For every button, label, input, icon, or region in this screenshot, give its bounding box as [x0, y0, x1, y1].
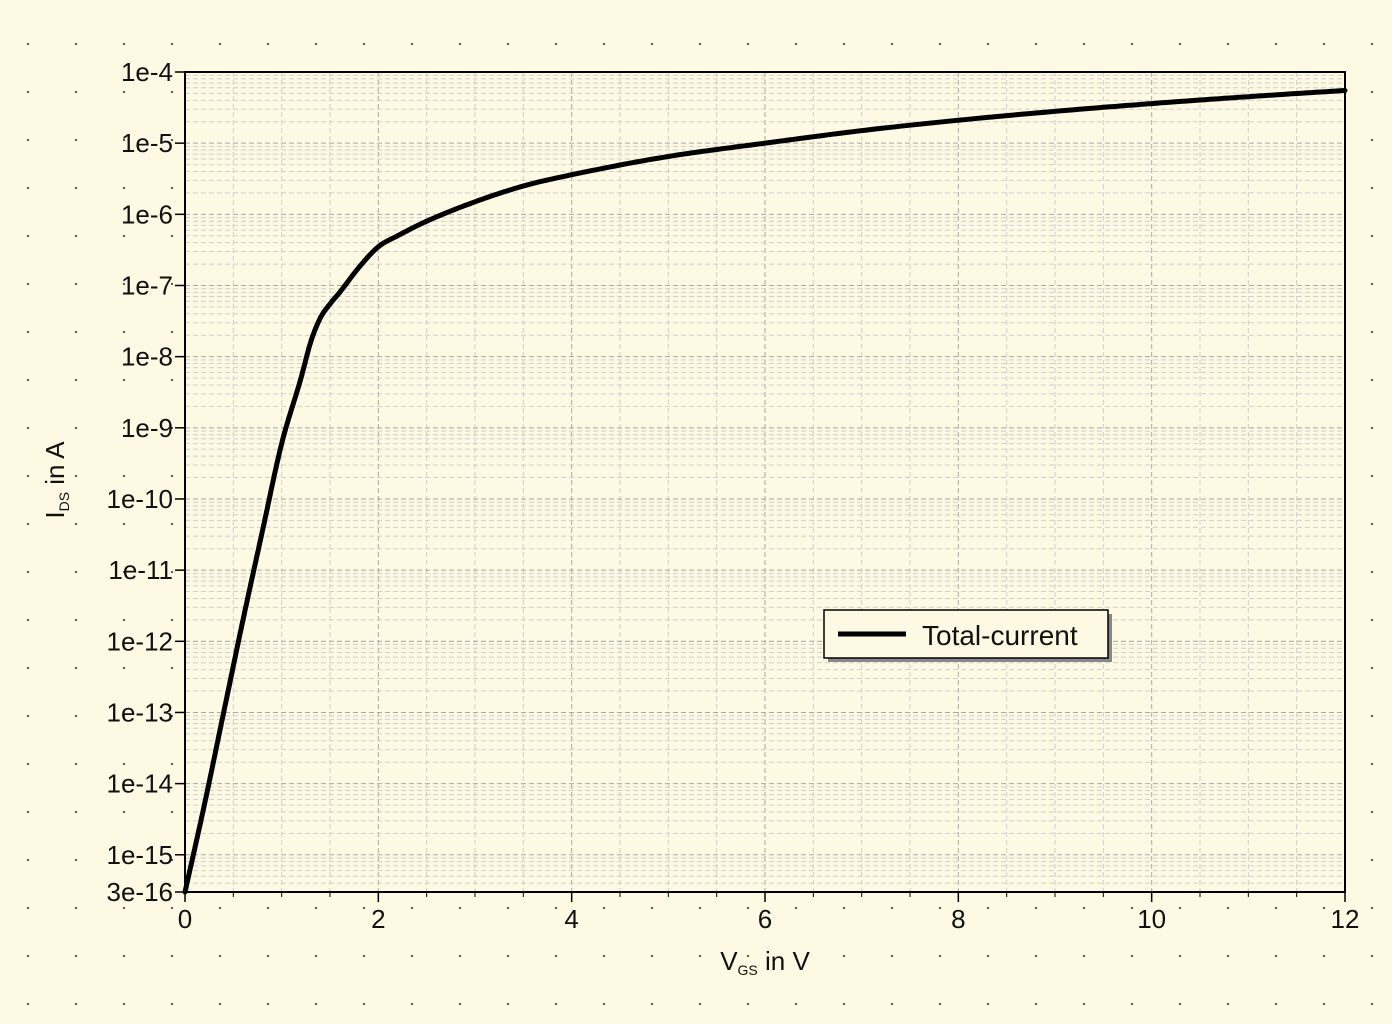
x-tick-label: 2 — [371, 904, 385, 934]
y-tick-label: 1e-11 — [108, 555, 173, 585]
y-tick-label: 1e-4 — [121, 57, 173, 87]
y-tick-label: 1e-8 — [121, 342, 173, 372]
y-tick-label: 1e-9 — [121, 413, 173, 443]
y-tick-label: 1e-5 — [121, 128, 173, 158]
y-tick-label: 1e-10 — [107, 484, 174, 514]
ticks: 0 2 4 6 8 10 12 1e-4 1e-5 1e-6 1e-7 1e-8 1e-9 1e-10 1e… — [107, 57, 1360, 934]
series-line-total-current — [182, 88, 1348, 895]
y-tick-label: 3e-16 — [107, 877, 174, 907]
y-axis-label: IDS in A — [40, 441, 72, 519]
legend-box — [823, 609, 1109, 659]
y-tick-label: 1e-13 — [107, 697, 174, 727]
x-tick-label: 4 — [564, 904, 578, 934]
y-tick-label: 1e-6 — [121, 199, 173, 229]
y-tick-label: 1e-7 — [121, 270, 173, 300]
x-tick-label: 0 — [178, 904, 192, 934]
y-tick-label: 1e-15 — [107, 840, 174, 870]
series-layer — [182, 88, 1348, 895]
legend-label: Total-current — [922, 620, 1078, 651]
x-tick-label: 8 — [951, 904, 965, 934]
x-tick-label: 12 — [1331, 904, 1360, 934]
y-tick-label: 1e-12 — [107, 626, 174, 656]
x-tick-label: 10 — [1137, 904, 1166, 934]
grid — [184, 72, 1346, 893]
y-tick-label: 1e-14 — [107, 769, 174, 799]
x-axis-label: VGS in V — [720, 946, 810, 978]
x-tick-label: 6 — [758, 904, 772, 934]
legend: Total-current — [823, 609, 1112, 662]
